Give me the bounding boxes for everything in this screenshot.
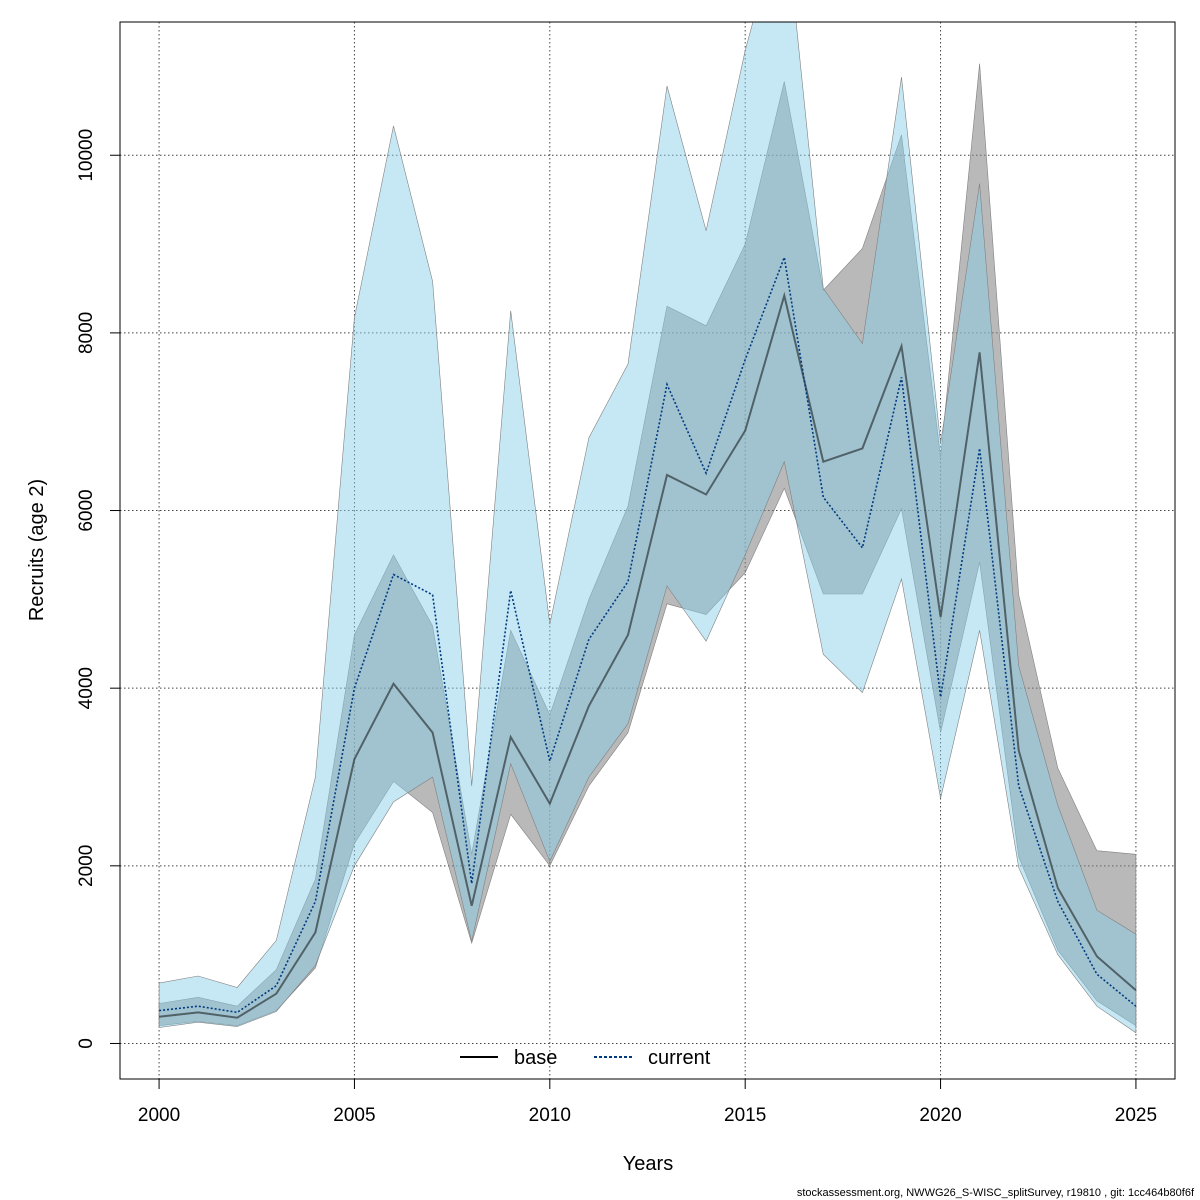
x-tick-label-2005: 2005 (333, 1105, 375, 1126)
y-tick-label-6000: 6000 (76, 489, 97, 531)
line-current (159, 254, 1137, 1014)
legend: base current (460, 1047, 711, 1069)
y-tick-label-10000: 10000 (76, 129, 97, 182)
x-tick-label-2010: 2010 (529, 1105, 571, 1126)
band-current (158, 22, 1137, 1034)
y-tick-label-8000: 8000 (76, 312, 97, 354)
x-tick-label-2000: 2000 (138, 1105, 180, 1126)
x-axis: 2000 2005 2010 2015 2020 2025 (138, 1078, 1157, 1126)
footer-credit: stockassessment.org, NWWG26_S-WISC_split… (797, 1187, 1195, 1199)
confidence-bands (158, 22, 1137, 1034)
y-axis: 0 2000 4000 6000 8000 10000 (76, 129, 121, 1049)
series-lines (158, 254, 1137, 1019)
x-tick-label-2015: 2015 (724, 1105, 766, 1126)
x-tick-label-2025: 2025 (1115, 1105, 1157, 1126)
x-tick-label-2020: 2020 (919, 1105, 961, 1126)
y-axis-title: Recruits (age 2) (26, 479, 48, 621)
legend-label-current: current (648, 1047, 711, 1069)
line-base (158, 291, 1137, 1019)
y-tick-label-0: 0 (76, 1038, 97, 1049)
legend-label-base: base (514, 1047, 557, 1069)
x-axis-title: Years (623, 1153, 673, 1175)
y-tick-label-4000: 4000 (76, 667, 97, 709)
y-tick-label-2000: 2000 (76, 845, 97, 887)
